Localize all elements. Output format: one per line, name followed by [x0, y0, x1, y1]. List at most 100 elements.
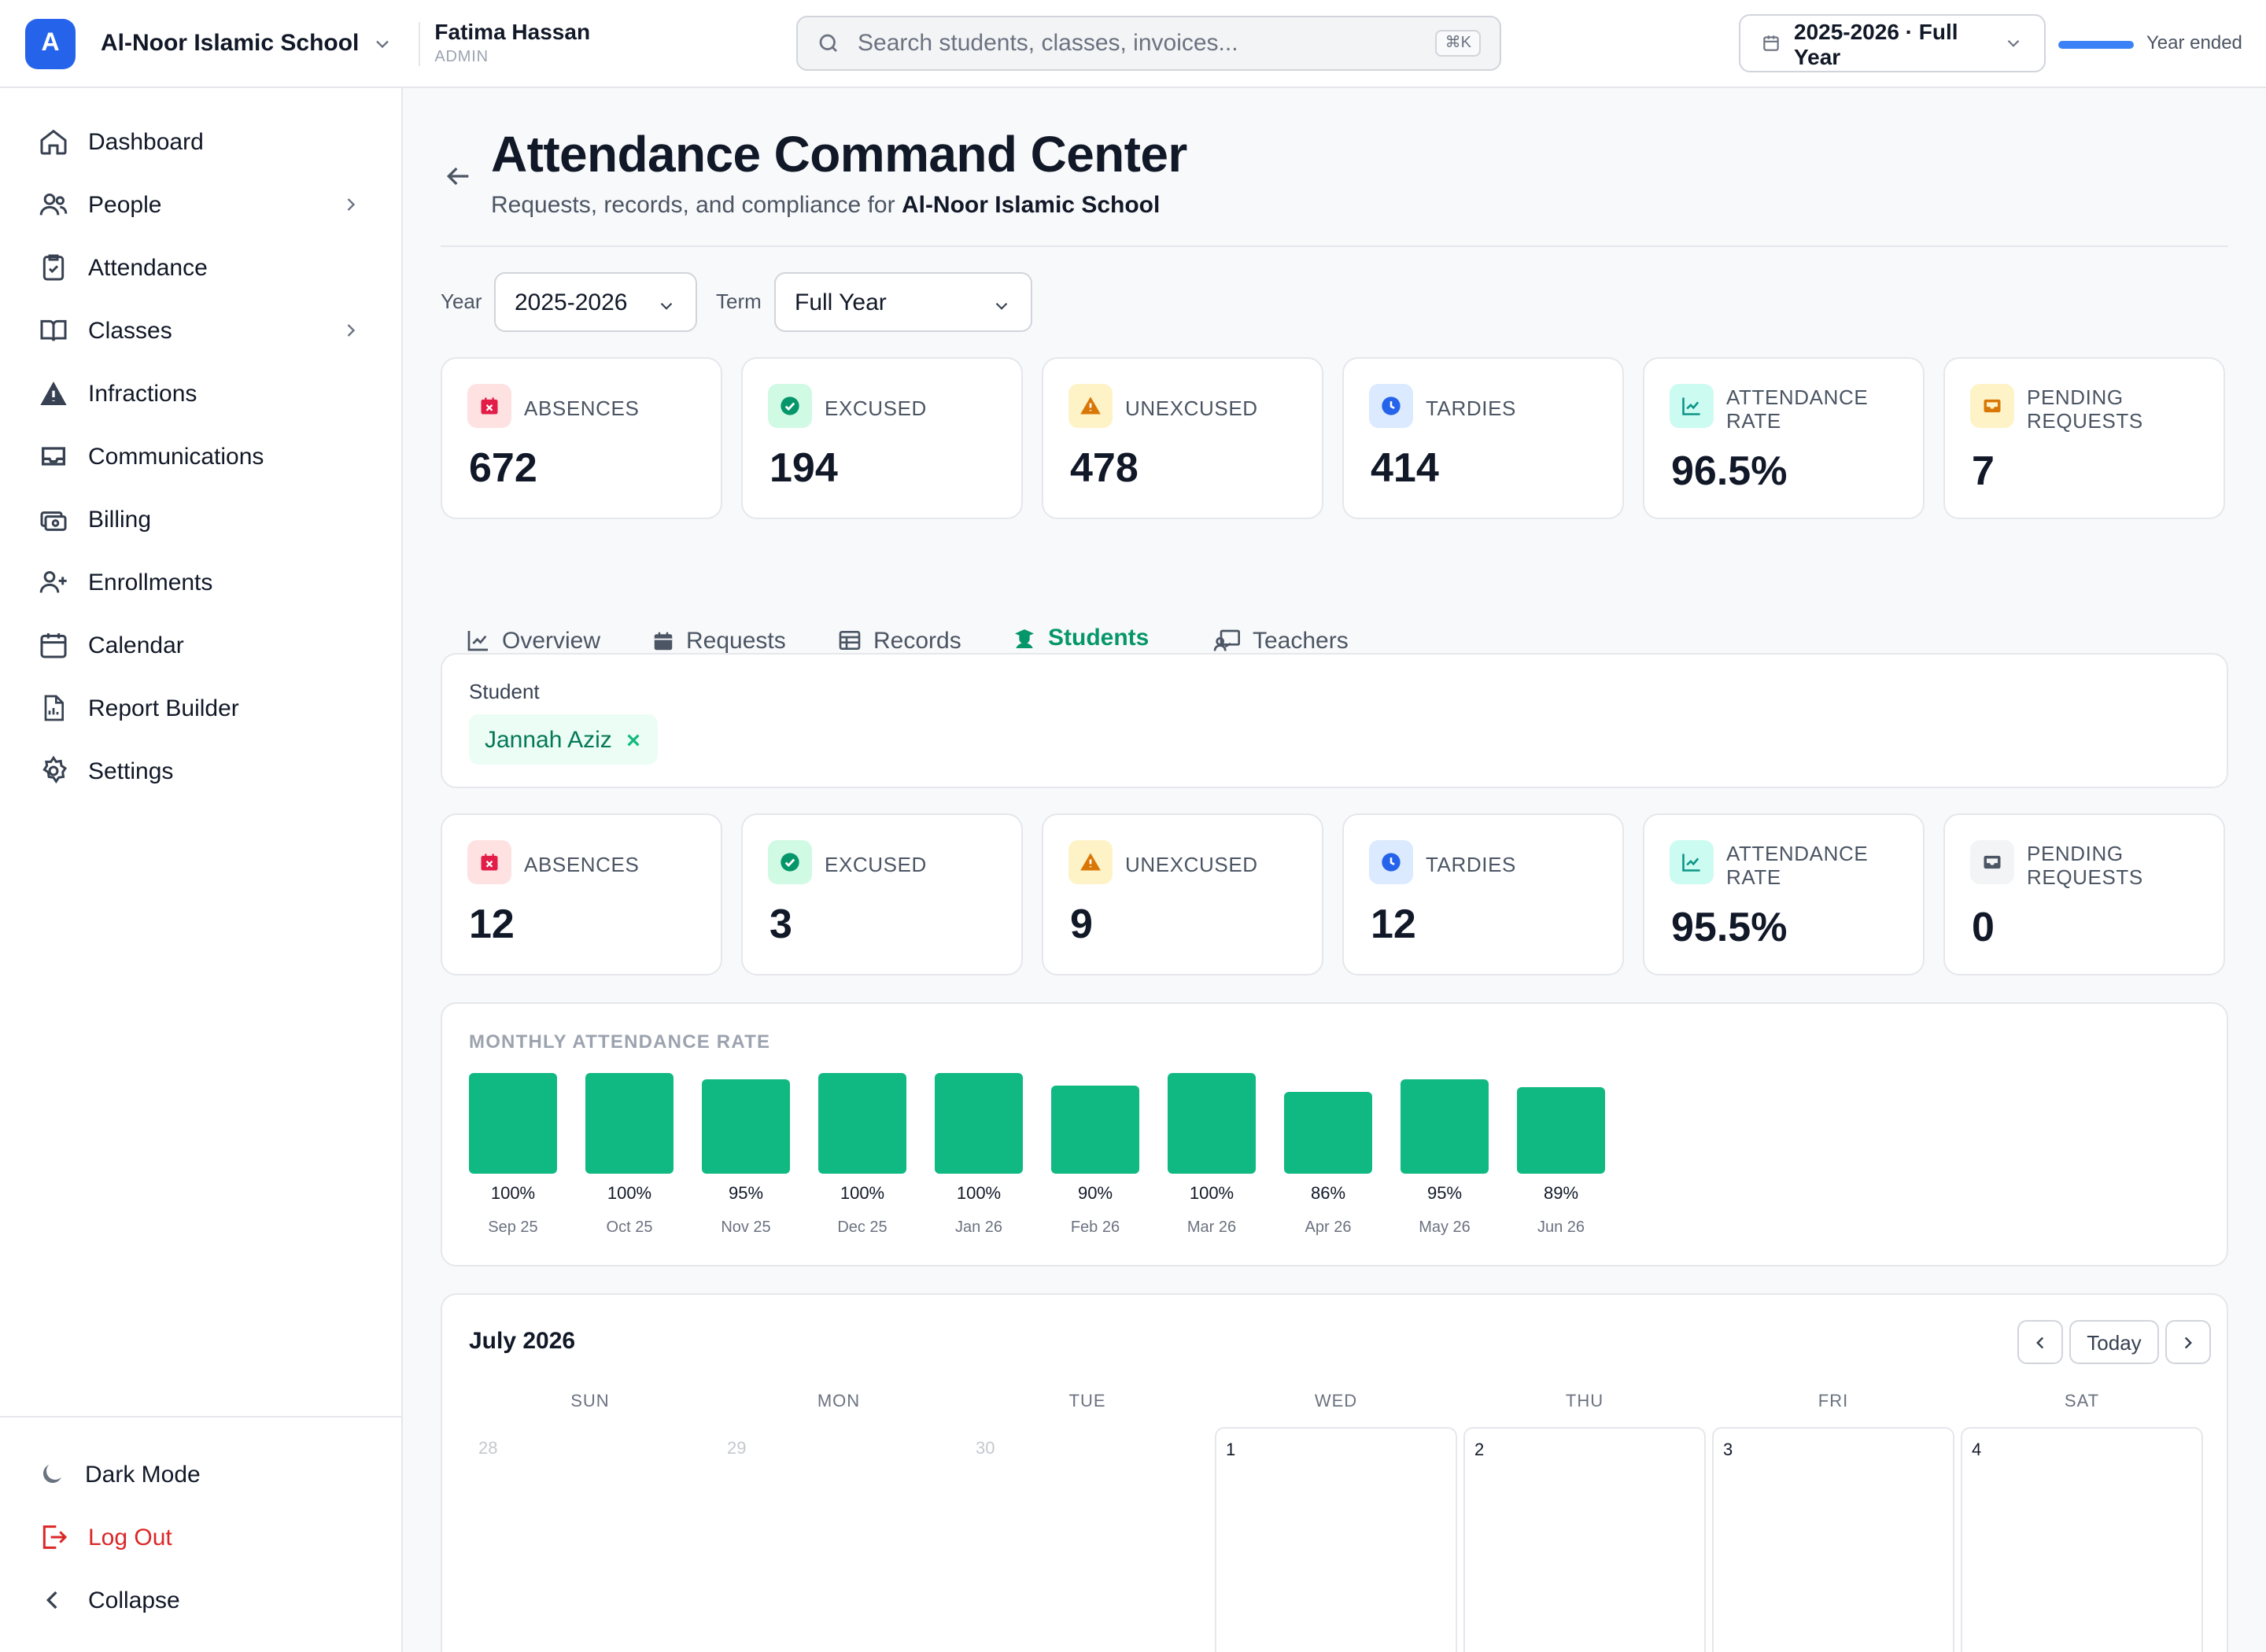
calendar-day-cell[interactable]: 30: [966, 1427, 1209, 1652]
chart-bar[interactable]: [1401, 1079, 1489, 1174]
stat-label: UNEXCUSED: [1125, 396, 1258, 420]
stat-value: 3: [769, 900, 792, 947]
search-input[interactable]: [854, 28, 1422, 58]
stat-card-unexcused: UNEXCUSED 478: [1042, 357, 1323, 519]
stat-label: ATTENDANCE RATE: [1726, 385, 1869, 433]
stat-label: EXCUSED: [825, 396, 927, 420]
tab-overview[interactable]: Overview: [441, 607, 626, 673]
stat-label: ABSENCES: [524, 396, 640, 420]
calendar-day-cell[interactable]: 29: [718, 1427, 960, 1652]
year-select[interactable]: 2025-2026: [494, 272, 697, 332]
calendar-day-cell[interactable]: 4: [1961, 1427, 2203, 1652]
bar-value-label: 100%: [840, 1185, 885, 1204]
student-stat-card-unexcused: UNEXCUSED 9: [1042, 813, 1323, 975]
tab-records[interactable]: Records: [812, 607, 987, 673]
calendar-icon: [1761, 33, 1781, 53]
sidebar-item-label: Billing: [88, 506, 152, 533]
student-stat-card-attendance-rate: ATTENDANCE RATE 95.5%: [1643, 813, 1925, 975]
stat-label: TARDIES: [1426, 853, 1516, 876]
close-icon[interactable]: [625, 731, 642, 748]
clock-icon: [1369, 384, 1413, 428]
sidebar-item-settings[interactable]: Settings: [22, 743, 381, 799]
sidebar-item-label: Calendar: [88, 632, 184, 658]
logout-button[interactable]: Log Out: [22, 1509, 381, 1565]
calendar-day-cell[interactable]: 1: [1215, 1427, 1457, 1652]
student-stat-card-tardies: TARDIES 12: [1342, 813, 1624, 975]
year-select-value: 2025-2026: [515, 289, 628, 315]
back-arrow-icon[interactable]: [442, 160, 474, 192]
user-info: Fatima Hassan ADMIN: [434, 20, 590, 66]
day-number: 1: [1226, 1441, 1236, 1460]
calendar-day-cell[interactable]: 2: [1463, 1427, 1706, 1652]
inbox-icon: [1970, 384, 2014, 428]
academic-year-selector[interactable]: 2025-2026 · Full Year: [1739, 14, 2046, 72]
sidebar-item-enrollments[interactable]: Enrollments: [22, 554, 381, 610]
sidebar-item-people[interactable]: People: [22, 176, 381, 233]
sidebar-item-communications[interactable]: Communications: [22, 428, 381, 485]
stat-card-excused: EXCUSED 194: [741, 357, 1023, 519]
attendance-calendar: July 2026 Today SUN MON TUE WED THU FRI SAT 28 2…: [441, 1293, 2228, 1652]
stat-label: ATTENDANCE RATE: [1726, 842, 1869, 889]
sidebar-footer: Dark Mode Log Out Collapse: [0, 1416, 403, 1652]
sidebar-item-label: Enrollments: [88, 569, 213, 596]
warning-icon: [1068, 840, 1113, 884]
bar-value-label: 100%: [956, 1185, 1002, 1204]
collapse-sidebar-button[interactable]: Collapse: [22, 1572, 381, 1628]
tab-teachers[interactable]: Teachers: [1188, 607, 1374, 673]
logout-icon: [38, 1521, 69, 1553]
chevron-right-icon: [340, 194, 362, 216]
teacher-icon: [1213, 628, 1242, 653]
today-button[interactable]: Today: [2069, 1320, 2159, 1364]
chevron-down-icon: [991, 296, 1012, 316]
sidebar-item-classes[interactable]: Classes: [22, 302, 381, 359]
school-name: Al-Noor Islamic School: [101, 30, 360, 57]
sidebar-item-dashboard[interactable]: Dashboard: [22, 113, 381, 170]
gear-icon: [38, 755, 69, 787]
sidebar-item-report-builder[interactable]: Report Builder: [22, 680, 381, 736]
chevron-right-icon: [2178, 1332, 2198, 1352]
stat-value: 12: [1371, 900, 1416, 947]
chart-bar[interactable]: [469, 1073, 557, 1174]
chart-bar[interactable]: [818, 1073, 906, 1174]
tab-label: Students: [1048, 625, 1150, 651]
sidebar-item-label: People: [88, 191, 162, 218]
chevron-right-icon: [340, 319, 362, 341]
home-icon: [38, 126, 69, 157]
chart-bar[interactable]: [702, 1079, 790, 1174]
clock-icon: [1369, 840, 1413, 884]
sidebar-item-billing[interactable]: Billing: [22, 491, 381, 548]
calendar-day-cell[interactable]: 3: [1712, 1427, 1954, 1652]
term-select[interactable]: Full Year: [774, 272, 1032, 332]
calendar-day-cell[interactable]: 28: [469, 1427, 711, 1652]
previous-month-button[interactable]: [2017, 1320, 2063, 1364]
next-month-button[interactable]: [2165, 1320, 2211, 1364]
dark-mode-toggle[interactable]: Dark Mode: [22, 1446, 381, 1503]
school-switcher[interactable]: Al-Noor Islamic School: [101, 30, 393, 57]
term-filter-label: Term: [716, 289, 762, 313]
bar-value-label: 86%: [1310, 1185, 1346, 1204]
stat-card-attendance-rate: ATTENDANCE RATE 96.5%: [1643, 357, 1925, 519]
sidebar-item-calendar[interactable]: Calendar: [22, 617, 381, 673]
money-icon: [38, 503, 69, 535]
chart-bar[interactable]: [1051, 1086, 1139, 1174]
chart-bar[interactable]: [585, 1073, 674, 1174]
chart-bar[interactable]: [935, 1073, 1023, 1174]
header-divider: [441, 245, 2228, 247]
search-icon: [817, 31, 840, 55]
inbox-icon: [38, 441, 69, 472]
sidebar-item-attendance[interactable]: Attendance: [22, 239, 381, 296]
selected-student-chip[interactable]: Jannah Aziz: [469, 714, 658, 765]
sidebar-item-infractions[interactable]: Infractions: [22, 365, 381, 422]
page-title: Attendance Command Center: [491, 126, 1187, 183]
global-search[interactable]: ⌘K: [796, 16, 1501, 71]
sidebar-item-label: Dashboard: [88, 128, 204, 155]
student-stat-card-absences: ABSENCES 12: [441, 813, 722, 975]
weekday-header: WED: [1314, 1392, 1358, 1411]
chart-bar[interactable]: [1284, 1092, 1372, 1174]
tab-requests[interactable]: Requests: [626, 607, 811, 673]
chart-bar[interactable]: [1168, 1073, 1256, 1174]
chevron-down-icon: [656, 296, 677, 316]
chart-bar[interactable]: [1517, 1087, 1605, 1174]
bar-month-label: Feb 26: [1070, 1219, 1120, 1237]
day-number: 30: [976, 1440, 995, 1458]
